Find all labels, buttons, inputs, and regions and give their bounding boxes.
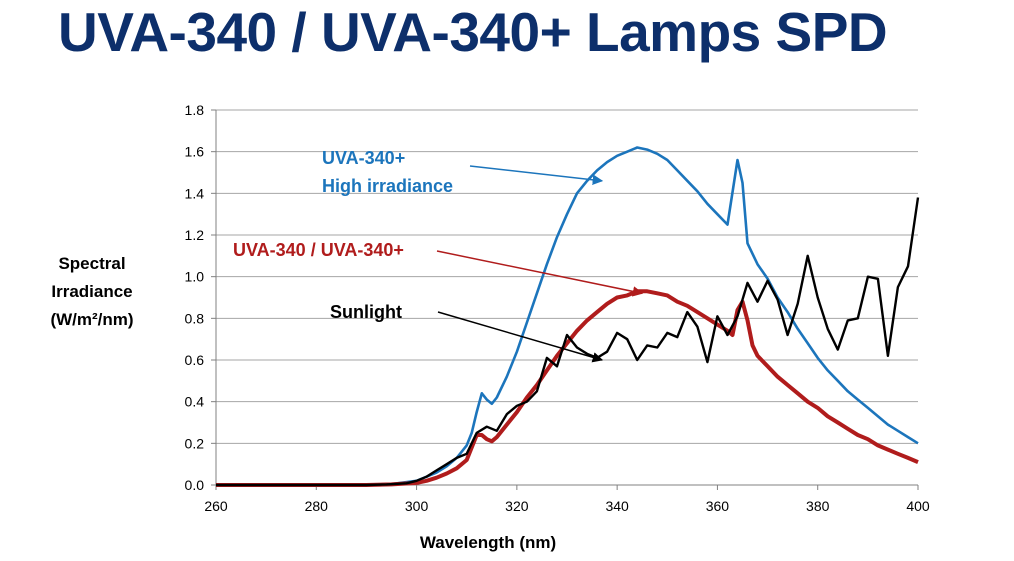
chart-gridlines xyxy=(216,109,918,444)
x-tick-label-5: 360 xyxy=(706,498,730,514)
y-tick-label-8: 1.6 xyxy=(185,144,205,160)
annotation-arrow-1 xyxy=(436,250,644,297)
y-axis-label-line-3: (W/m²/nm) xyxy=(50,310,134,329)
series-line-1 xyxy=(216,289,919,487)
slide-title: UVA-340 / UVA-340+ Lamps SPD xyxy=(58,1,888,63)
x-axis-title: Wavelength (nm) xyxy=(420,533,556,552)
y-axis-label: Spectral Irradiance (W/m²/nm) xyxy=(30,250,154,334)
x-tick-label-2: 300 xyxy=(405,498,429,514)
y-tick-label-6: 1.2 xyxy=(185,227,205,243)
x-tick-label-1: 280 xyxy=(305,498,329,514)
y-tick-label-2: 0.4 xyxy=(185,394,205,410)
annotation-arrow-0 xyxy=(469,165,604,185)
annotation-label-2-line-0: Sunlight xyxy=(330,302,402,322)
series-line-0 xyxy=(216,146,919,487)
y-tick-label-9: 1.8 xyxy=(185,102,205,118)
y-axis-label-line-1: Spectral xyxy=(58,254,126,273)
chart-series xyxy=(216,146,920,487)
y-tick-label-5: 1.0 xyxy=(185,269,205,285)
x-tick-label-7: 400 xyxy=(906,498,930,514)
annotation-label-0-line-0: UVA-340+ xyxy=(322,148,405,168)
annotation-label-1-line-0: UVA-340 / UVA-340+ xyxy=(233,240,404,260)
x-tick-label-3: 320 xyxy=(505,498,529,514)
y-tick-label-7: 1.4 xyxy=(185,185,205,201)
y-tick-label-4: 0.8 xyxy=(185,310,205,326)
y-tick-label-3: 0.6 xyxy=(185,352,205,368)
y-tick-label-1: 0.2 xyxy=(185,435,205,451)
x-tick-label-0: 260 xyxy=(204,498,228,514)
chart-annotations: UVA-340+ High irradiance UVA-340 / UVA-340… xyxy=(233,148,644,363)
x-tick-label-6: 380 xyxy=(806,498,830,514)
annotation-arrow-2 xyxy=(437,311,604,363)
y-axis-label-line-2: Irradiance xyxy=(51,282,133,301)
annotation-label-0-line-1: High irradiance xyxy=(322,176,453,196)
chart-axes xyxy=(211,109,919,490)
y-tick-label-0: 0.0 xyxy=(185,477,205,493)
series-line-2 xyxy=(216,197,920,487)
chart-tick-labels: 0.0 0.2 0.4 0.6 0.8 1.0 1.2 1.4 1.6 1.8 260 280 300 3… xyxy=(185,102,930,514)
x-tick-label-4: 340 xyxy=(605,498,629,514)
